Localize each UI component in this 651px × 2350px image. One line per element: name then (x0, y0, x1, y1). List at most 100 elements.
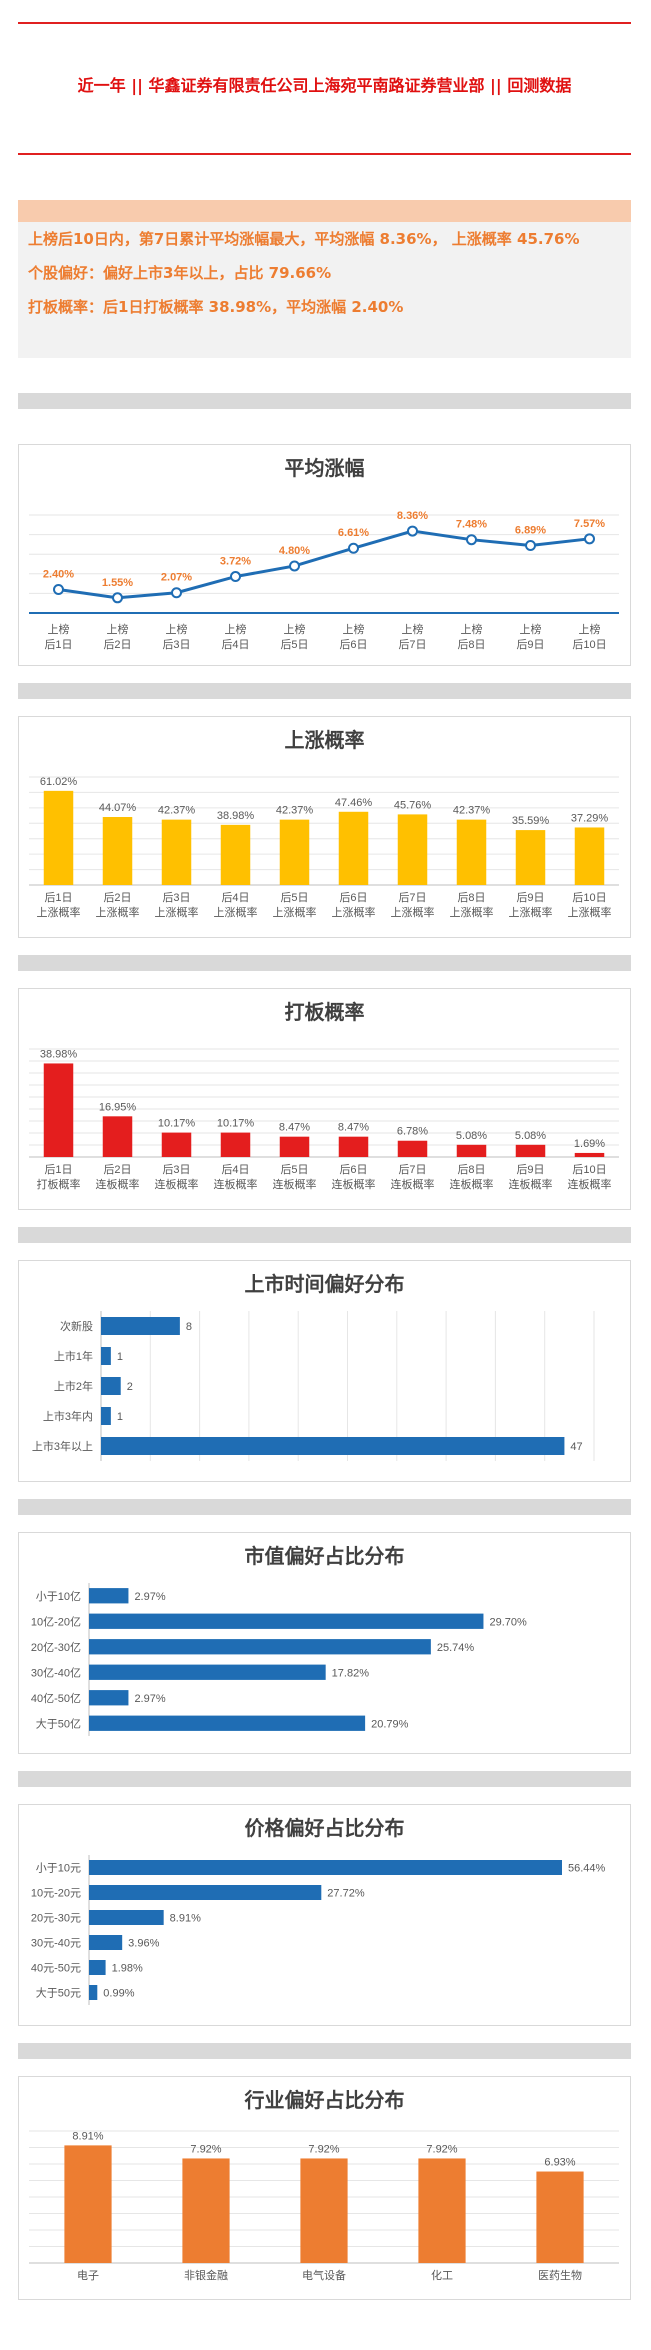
data-label: 42.37% (453, 805, 491, 817)
data-label: 4.80% (279, 545, 310, 557)
x-tick-label: 连板概率 (568, 1177, 612, 1191)
data-point (407, 525, 418, 537)
bar (89, 1935, 123, 1950)
data-label: 3.72% (220, 556, 251, 568)
data-label: 2.97% (134, 1591, 165, 1603)
bar (89, 1588, 129, 1604)
y-tick-label: 20亿-30亿 (31, 1641, 81, 1654)
x-tick-label: 后6日 (339, 1163, 367, 1176)
x-tick-label: 上涨概率 (509, 905, 553, 919)
data-point (230, 571, 241, 583)
x-tick-label: 后5日 (280, 638, 308, 651)
x-tick-label: 后2日 (103, 1163, 131, 1176)
data-label: 1.98% (112, 1963, 143, 1975)
data-label: 7.92% (308, 2143, 339, 2155)
data-label: 7.48% (456, 519, 487, 531)
data-label: 27.72% (327, 1888, 365, 1900)
market-cap-card: 市值偏好占比分布 2.97% 小于10亿 29.70% 10亿-20亿 25.74% 20亿… (18, 1532, 631, 1754)
summary-line-1: 上榜后10日内，第7日累计平均涨幅最大，平均涨幅 8.36%， 上涨概率 45.… (28, 230, 580, 248)
bar (43, 790, 74, 885)
x-tick-label: 上涨概率 (332, 905, 376, 919)
y-tick-label: 上市3年内 (43, 1409, 93, 1423)
data-point (171, 587, 182, 599)
y-tick-label: 30亿-40亿 (31, 1666, 81, 1679)
x-tick-label: 后7日 (398, 638, 426, 651)
y-tick-label: 10元-20元 (31, 1888, 81, 1900)
x-tick-label: 后4日 (221, 891, 249, 904)
bar (64, 2145, 112, 2263)
x-tick-label: 上榜 (520, 622, 542, 636)
data-label: 8.91% (72, 2130, 103, 2142)
x-tick-label: 上榜 (402, 622, 424, 636)
rise-prob-card: 上涨概率 61.02% 后1日 上涨概率 44.07% 后2日 上涨概率 42.37% 后3日上… (18, 716, 631, 938)
x-tick-label: 医药生物 (538, 2268, 582, 2282)
x-tick-label: 上涨概率 (273, 905, 317, 919)
data-label: 25.74% (437, 1642, 475, 1654)
data-label: 7.57% (574, 518, 605, 530)
bar (102, 817, 133, 885)
data-label: 6.89% (515, 524, 546, 536)
y-tick-label: 小于10元 (36, 1862, 81, 1875)
x-tick-label: 后8日 (457, 1163, 485, 1176)
x-tick-label: 后7日 (398, 891, 426, 904)
x-tick-label: 后9日 (516, 891, 544, 904)
x-tick-label: 上榜 (107, 622, 129, 636)
x-tick-label: 后6日 (339, 891, 367, 904)
y-tick-label: 小于10亿 (36, 1590, 81, 1603)
bar (338, 811, 369, 885)
x-tick-label: 后10日 (572, 891, 606, 904)
bar (89, 1885, 322, 1900)
x-tick-label: 后2日 (103, 891, 131, 904)
header-top-line (18, 22, 631, 24)
bar (89, 1910, 164, 1925)
industry-bar-chart: 行业偏好占比分布 8.91% 电子 7.92% 非银金融 7.92% 电气设备 7.92% 化工… (29, 2088, 619, 2282)
bar (89, 1639, 431, 1655)
data-label: 5.08% (515, 1130, 546, 1142)
data-label: 6.78% (397, 1126, 428, 1138)
header-bottom-line (18, 153, 631, 155)
data-point (112, 592, 123, 604)
limit-up-prob-card: 打板概率 38.98% 后1日 打板概率 16.95% 后2日 连板概率 10.17% 后3日连… (18, 988, 631, 1210)
x-tick-label: 上榜 (343, 622, 365, 636)
x-tick-label: 连板概率 (450, 1177, 494, 1191)
bar (338, 1136, 369, 1157)
bar (574, 827, 605, 885)
x-tick-label: 后10日 (572, 638, 606, 651)
x-tick-label: 连板概率 (273, 1177, 317, 1191)
y-tick-label: 40亿-50亿 (31, 1692, 81, 1705)
bar (101, 1347, 111, 1365)
bar (89, 1715, 366, 1731)
data-label: 7.92% (426, 2143, 457, 2155)
data-label: 1 (117, 1411, 123, 1423)
data-label: 2.97% (134, 1693, 165, 1705)
data-label: 0.99% (103, 1988, 134, 2000)
x-tick-label: 后1日 (44, 891, 72, 904)
x-tick-label: 上榜 (225, 622, 247, 636)
x-tick-label: 上涨概率 (568, 905, 612, 919)
section-separator (18, 955, 631, 971)
data-label: 8.36% (397, 510, 428, 522)
x-tick-label: 上榜 (284, 622, 306, 636)
x-tick-label: 后8日 (457, 638, 485, 651)
data-label: 8.47% (279, 1122, 310, 1134)
bar (89, 1664, 326, 1680)
x-tick-label: 上榜 (166, 622, 188, 636)
x-tick-label: 上涨概率 (96, 905, 140, 919)
bar (300, 2158, 348, 2263)
price-card: 价格偏好占比分布 56.44% 小于10元 27.72% 10元-20元 8.91% 20元… (18, 1804, 631, 2026)
y-tick-label: 大于50元 (36, 1986, 81, 2000)
page-title: 近一年 || 华鑫证券有限责任公司上海宛平南路证券营业部 || 回测数据 (77, 76, 572, 95)
data-label: 10.17% (158, 1118, 196, 1130)
y-tick-label: 大于50亿 (36, 1716, 81, 1730)
bar (574, 1152, 605, 1157)
data-label: 17.82% (332, 1667, 370, 1679)
x-tick-label: 后3日 (162, 891, 190, 904)
data-label: 16.95% (99, 1101, 137, 1113)
chart-title: 行业偏好占比分布 (244, 2088, 405, 2112)
data-point (289, 560, 300, 572)
x-tick-label: 电子 (77, 2269, 99, 2282)
data-label: 6.93% (544, 2157, 575, 2169)
bar (220, 1132, 251, 1157)
y-tick-label: 上市2年 (54, 1379, 93, 1393)
